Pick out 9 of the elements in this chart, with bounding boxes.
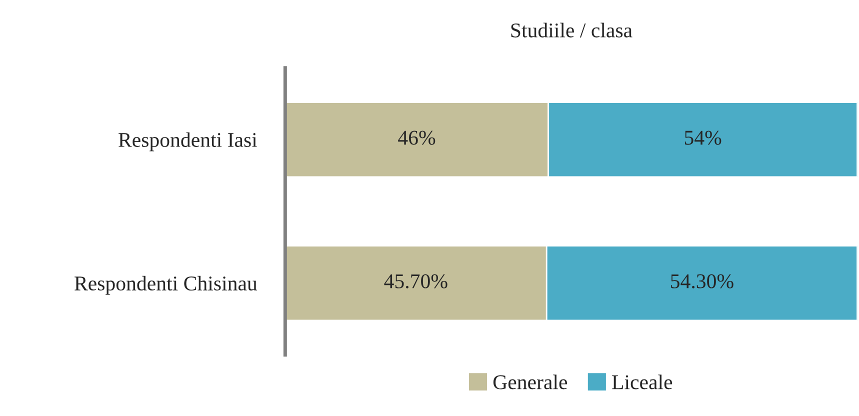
data-label: 54.30% [671, 274, 734, 288]
chart-title: Studiile / clasa [511, 22, 632, 38]
data-label: 46% [398, 130, 436, 145]
data-label: 54% [684, 130, 722, 145]
legend-label: Liceale [612, 374, 672, 390]
y-tick-label: Respondenti Iasi [118, 132, 258, 152]
legend-label: Generale [493, 374, 568, 390]
y-tick-label: Respondenti Chisinau [74, 276, 258, 295]
data-label: 45.70% [384, 274, 448, 288]
